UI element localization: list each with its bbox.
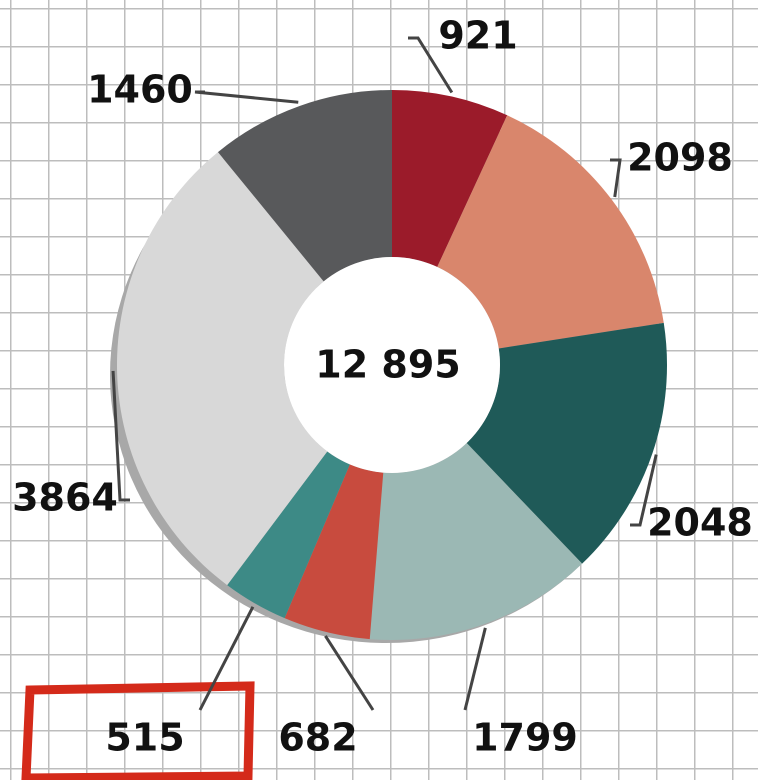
slice bbox=[117, 152, 328, 586]
slice bbox=[466, 322, 668, 564]
leader-line bbox=[408, 36, 454, 94]
slices bbox=[117, 90, 668, 640]
value-label: 515 bbox=[105, 716, 184, 760]
leader-line bbox=[194, 90, 299, 104]
leader-line bbox=[198, 606, 255, 711]
value-label: 682 bbox=[278, 716, 357, 760]
value-label: 1799 bbox=[472, 716, 578, 760]
leader-line bbox=[324, 635, 375, 711]
value-label: 1460 bbox=[87, 68, 193, 112]
value-label: 921 bbox=[438, 14, 517, 58]
slice bbox=[437, 115, 664, 349]
value-label: 3864 bbox=[12, 476, 118, 520]
leader-line bbox=[610, 158, 622, 198]
leader-line bbox=[630, 454, 658, 527]
center-label: 12 895 bbox=[315, 343, 460, 387]
value-label: 2048 bbox=[647, 501, 753, 545]
leader-line bbox=[463, 627, 487, 711]
slice bbox=[217, 90, 392, 282]
slice bbox=[227, 451, 350, 619]
donut-hole bbox=[284, 257, 500, 473]
slice bbox=[392, 90, 508, 267]
highlight-box bbox=[21, 681, 255, 780]
slice bbox=[369, 443, 583, 640]
leader-line bbox=[111, 370, 130, 502]
slice bbox=[284, 464, 384, 640]
value-label: 2098 bbox=[627, 136, 733, 180]
